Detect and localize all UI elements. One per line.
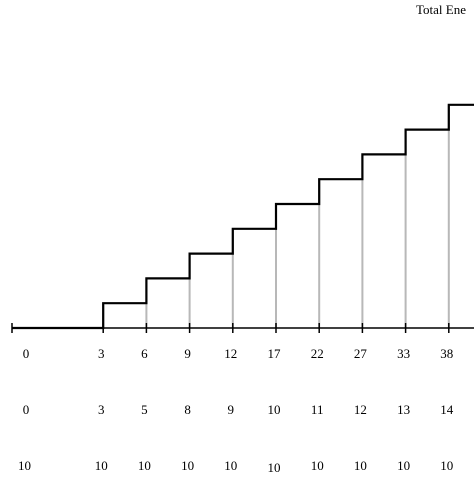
row-value: 6 [141, 346, 148, 361]
row-value: 5 [141, 402, 148, 417]
row-value: 14 [440, 402, 454, 417]
row-value: 12 [224, 346, 237, 361]
row-value: 17 [268, 346, 282, 361]
row-value: 0 [23, 346, 30, 361]
row-value: 10 [18, 458, 31, 473]
row-value: 9 [184, 346, 191, 361]
riser-lines [102, 104, 450, 328]
row-value: 10 [354, 458, 367, 473]
step-series [12, 78, 474, 330]
value-rows: 0369121722273338430358910111213141510101… [18, 346, 454, 475]
row-value: 8 [184, 402, 191, 417]
row-value: 12 [354, 402, 367, 417]
row-value: 10 [181, 458, 194, 473]
row-value: 10 [397, 458, 410, 473]
row-value: 27 [354, 346, 368, 361]
row-value: 38 [440, 346, 453, 361]
row-value: 10 [440, 458, 453, 473]
row-value: 22 [311, 346, 324, 361]
row-value: 10 [268, 402, 281, 417]
row-value: 11 [311, 402, 324, 417]
row-value: 33 [397, 346, 410, 361]
row-value: 9 [228, 402, 235, 417]
row-value: 10 [224, 458, 237, 473]
row-value: 13 [397, 402, 410, 417]
row-value: 10 [95, 458, 108, 473]
row-value: 3 [98, 346, 105, 361]
row-value: 10 [138, 458, 151, 473]
chart-title: Total Ene [416, 2, 466, 17]
row-value: 3 [98, 402, 105, 417]
x-axis [11, 323, 474, 333]
row-value: 10 [268, 460, 281, 474]
step-line [12, 78, 474, 330]
row-value: 10 [311, 458, 324, 473]
row-value: 0 [23, 402, 30, 417]
